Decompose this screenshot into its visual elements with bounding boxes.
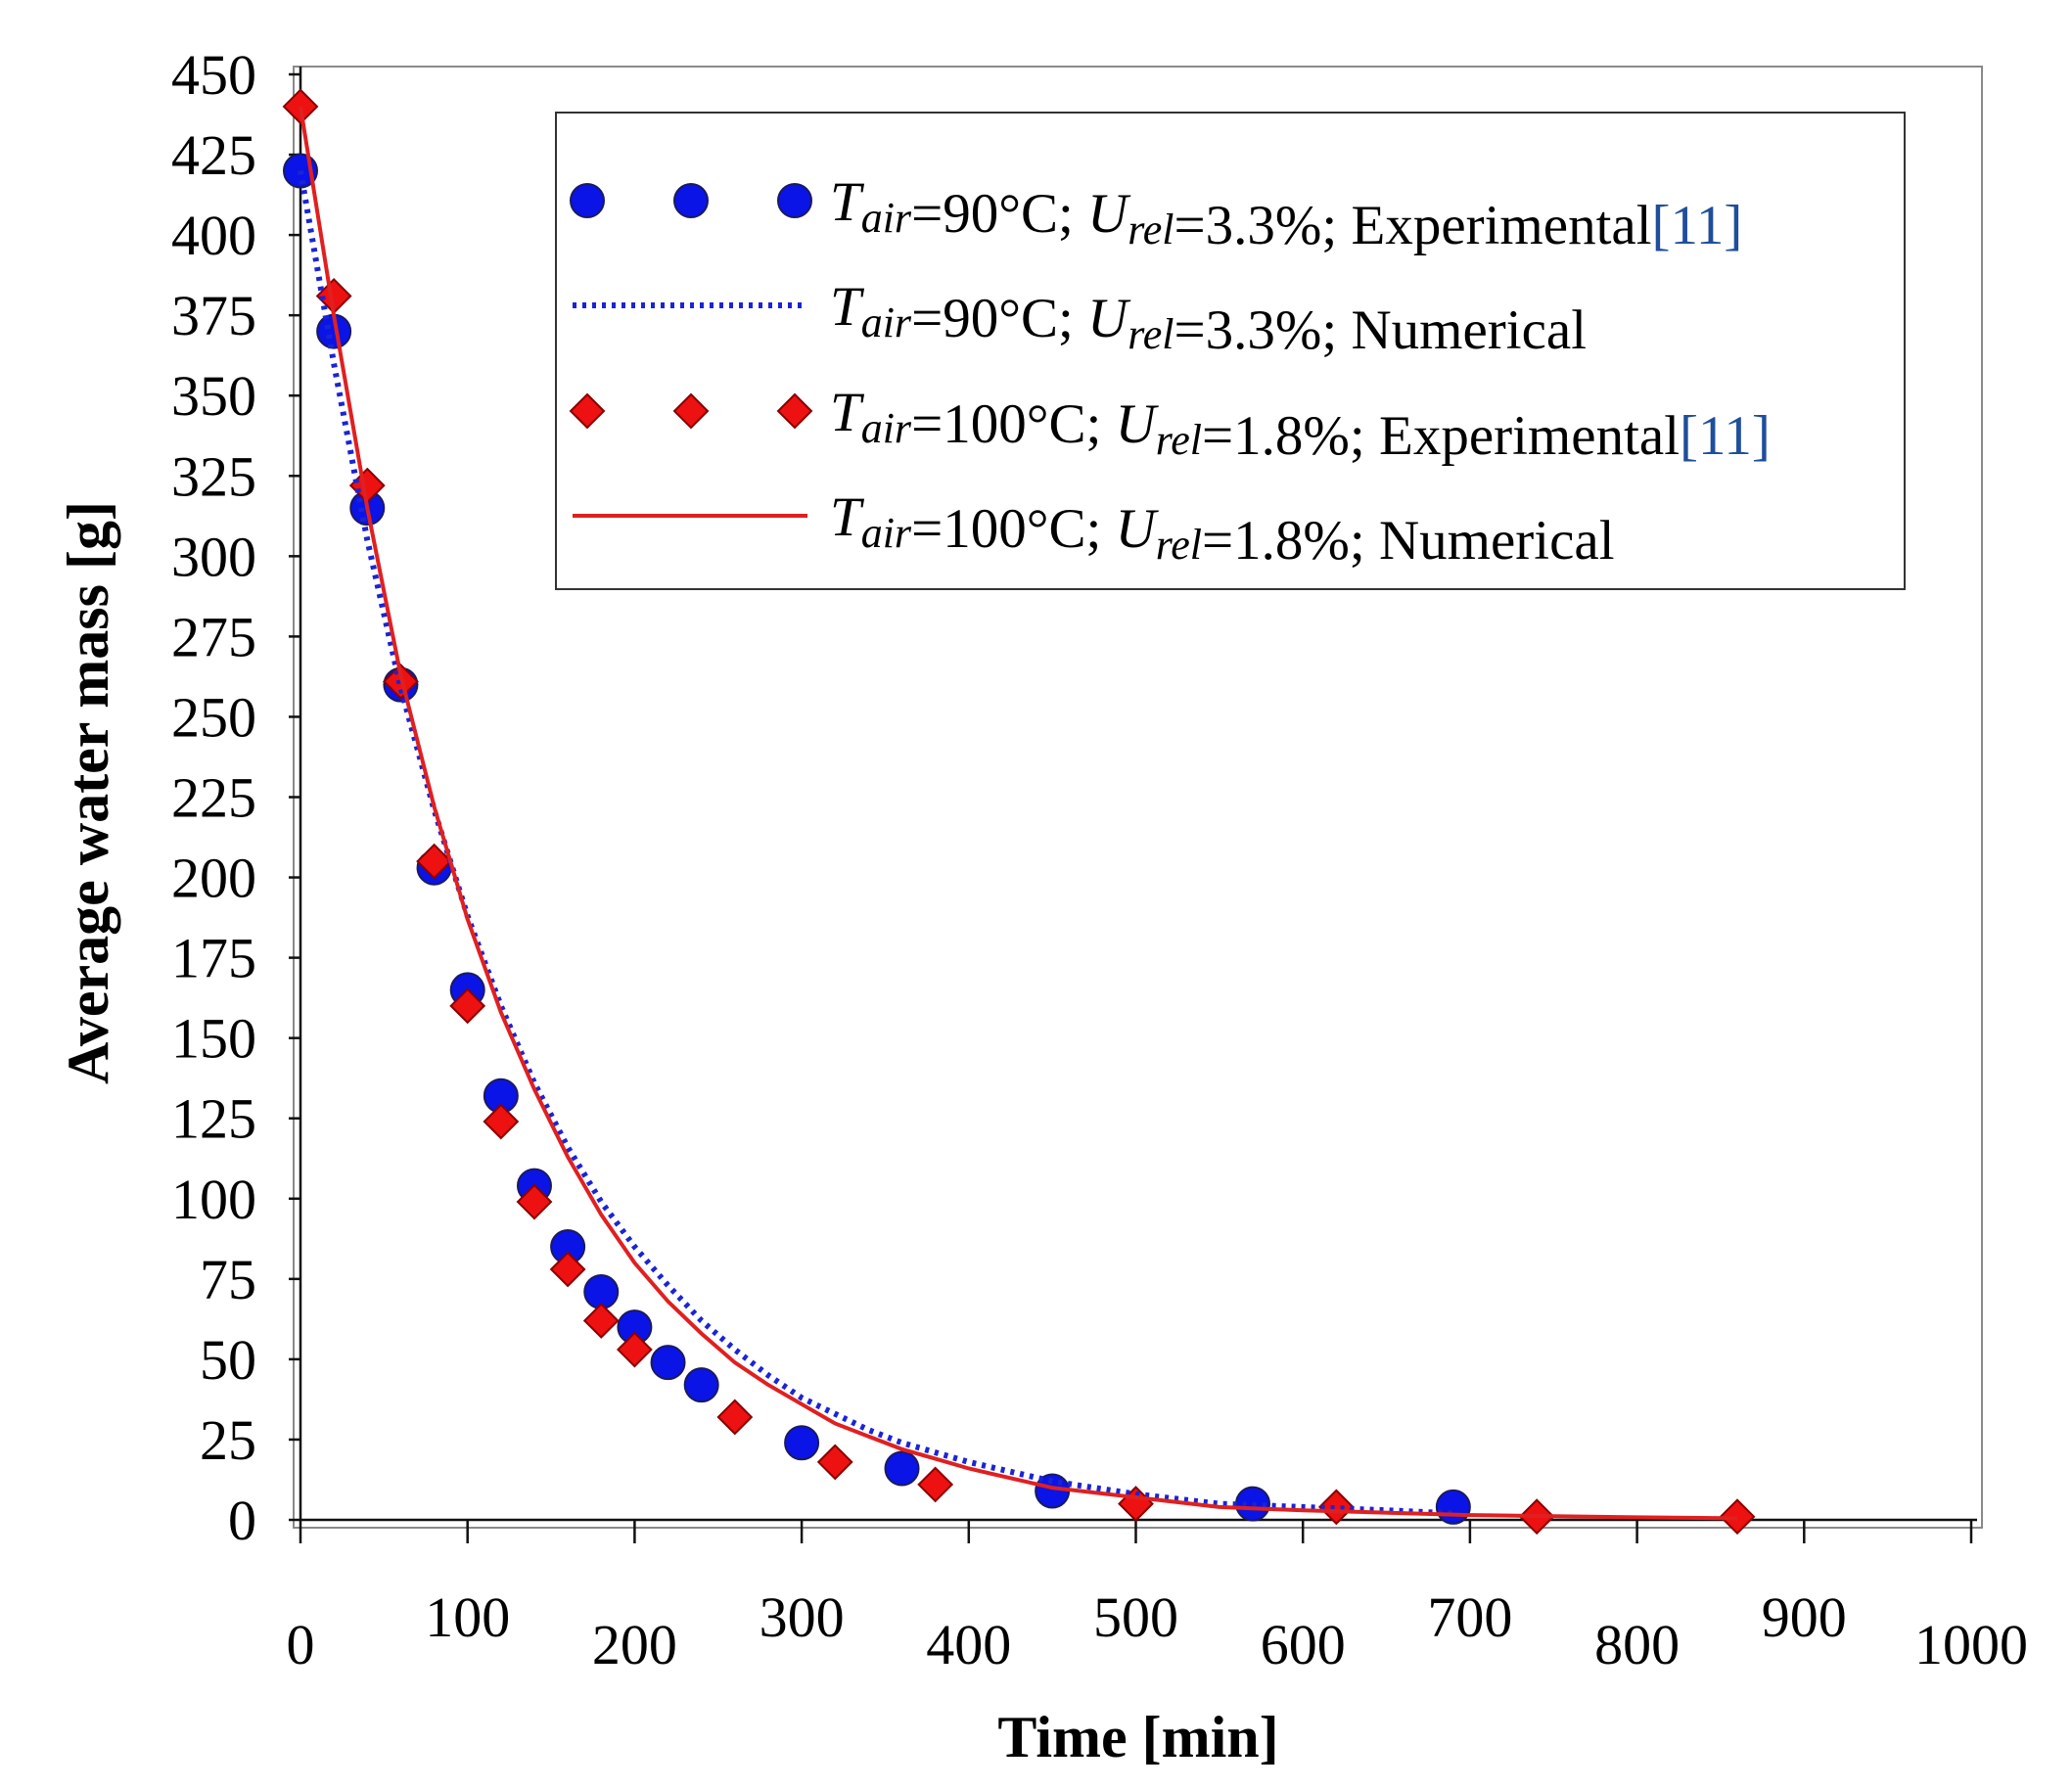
legend-text-part: =1.8%; Experimental bbox=[1202, 405, 1680, 467]
x-tick-label: 700 bbox=[1427, 1585, 1512, 1649]
series-1-line bbox=[298, 169, 1453, 1517]
legend-text-part: =100°C; bbox=[911, 393, 1116, 455]
legend-citation: [11] bbox=[1680, 405, 1771, 467]
series-0-point bbox=[1435, 1489, 1471, 1525]
y-tick-label: 0 bbox=[228, 1489, 256, 1552]
x-tick-label: 100 bbox=[425, 1585, 510, 1649]
series-2-point bbox=[716, 1399, 754, 1436]
x-tick-label: 600 bbox=[1261, 1613, 1346, 1676]
series-2-point bbox=[816, 1444, 853, 1481]
series-0-point bbox=[650, 1345, 686, 1381]
series-2-point bbox=[1317, 1489, 1355, 1526]
x-tick-label: 400 bbox=[926, 1613, 1011, 1676]
legend-text-part: rel bbox=[1128, 206, 1174, 253]
y-axis-title: Average water mass [g] bbox=[56, 501, 120, 1084]
y-tick-label: 25 bbox=[200, 1408, 256, 1472]
legend-text-part: air bbox=[861, 404, 912, 452]
y-tick-label: 150 bbox=[171, 1007, 256, 1071]
series-2-point bbox=[549, 1251, 586, 1288]
y-tick-label: 225 bbox=[171, 766, 256, 830]
x-axis-title: Time [min] bbox=[997, 1705, 1278, 1769]
x-tick-label: 800 bbox=[1594, 1613, 1680, 1676]
legend-text-part: air bbox=[861, 509, 912, 557]
legend-text-part: T bbox=[830, 276, 865, 338]
legend-0-swatch bbox=[777, 183, 812, 218]
legend-text-part: air bbox=[861, 194, 912, 242]
y-tick-label: 250 bbox=[171, 685, 256, 749]
legend-text-part: U bbox=[1116, 498, 1160, 560]
legend-text-part: T bbox=[830, 171, 865, 233]
y-tick-label: 100 bbox=[171, 1168, 256, 1231]
legend: Tair=90°C; Urel=3.3%; Experimental[11]Ta… bbox=[555, 112, 1906, 590]
legend-3-label: Tair=100°C; Urel=1.8%; Numerical bbox=[830, 486, 1615, 572]
legend-2-label: Tair=100°C; Urel=1.8%; Experimental[11] bbox=[830, 382, 1771, 467]
x-tick-label: 0 bbox=[287, 1613, 315, 1676]
legend-1-label: Tair=90°C; Urel=3.3%; Numerical bbox=[830, 276, 1587, 361]
legend-text-part: U bbox=[1087, 183, 1131, 245]
y-tick-label: 400 bbox=[171, 204, 256, 267]
y-tick-label: 275 bbox=[171, 605, 256, 668]
legend-text-part: T bbox=[830, 382, 865, 443]
legend-text-part: =3.3%; Experimental bbox=[1174, 195, 1652, 256]
legend-text-part: =1.8%; Numerical bbox=[1202, 510, 1615, 572]
legend-text-part: U bbox=[1087, 288, 1131, 349]
series-2-point bbox=[416, 843, 452, 880]
legend-text-part: rel bbox=[1156, 416, 1202, 464]
y-tick-label: 300 bbox=[171, 525, 256, 588]
y-tick-label: 450 bbox=[171, 43, 256, 107]
y-tick-label: 375 bbox=[171, 284, 256, 347]
y-tick-label: 350 bbox=[171, 364, 256, 428]
y-tick-label: 75 bbox=[200, 1248, 256, 1311]
x-tick-label: 900 bbox=[1762, 1585, 1847, 1649]
series-2-point bbox=[516, 1183, 553, 1220]
x-tick-label: 1000 bbox=[1914, 1613, 2028, 1676]
legend-0-swatch bbox=[570, 183, 605, 218]
series-0-point bbox=[683, 1367, 719, 1403]
y-tick-label: 175 bbox=[171, 927, 256, 990]
legend-0-label: Tair=90°C; Urel=3.3%; Experimental[11] bbox=[830, 171, 1742, 256]
x-tick-label: 300 bbox=[760, 1585, 845, 1649]
y-tick-label: 200 bbox=[171, 847, 256, 910]
series-2-point bbox=[449, 987, 486, 1025]
y-tick-label: 325 bbox=[171, 444, 256, 508]
x-tick-label: 200 bbox=[592, 1613, 677, 1676]
legend-text-part: U bbox=[1116, 393, 1160, 455]
legend-text-part: rel bbox=[1128, 310, 1174, 358]
legend-text-part: air bbox=[861, 298, 912, 346]
series-2-point bbox=[917, 1466, 954, 1503]
legend-0-swatch bbox=[673, 183, 709, 218]
legend-text-part: rel bbox=[1156, 521, 1202, 569]
y-tick-label: 50 bbox=[200, 1328, 256, 1392]
series-2-point bbox=[483, 1103, 520, 1140]
series-3-line bbox=[299, 106, 1738, 1521]
legend-citation: [11] bbox=[1652, 195, 1743, 256]
series-2-point bbox=[616, 1331, 653, 1368]
series-0-point bbox=[884, 1450, 920, 1487]
series-2-point bbox=[582, 1303, 620, 1339]
y-tick-label: 425 bbox=[171, 123, 256, 187]
series-0-point bbox=[784, 1425, 820, 1461]
legend-text-part: =90°C; bbox=[911, 183, 1087, 245]
series-layer bbox=[282, 88, 1756, 1536]
legend-text-part: =3.3%; Numerical bbox=[1174, 299, 1588, 361]
legend-text-part: =90°C; bbox=[911, 288, 1087, 349]
legend-text-part: T bbox=[830, 486, 865, 548]
series-2-point bbox=[1719, 1498, 1756, 1536]
legend-text-part: =100°C; bbox=[911, 498, 1116, 560]
x-tick-label: 500 bbox=[1093, 1585, 1178, 1649]
legend-2-swatch bbox=[672, 392, 710, 430]
legend-2-swatch bbox=[776, 392, 813, 430]
legend-2-swatch bbox=[569, 392, 606, 430]
y-tick-label: 125 bbox=[171, 1087, 256, 1151]
